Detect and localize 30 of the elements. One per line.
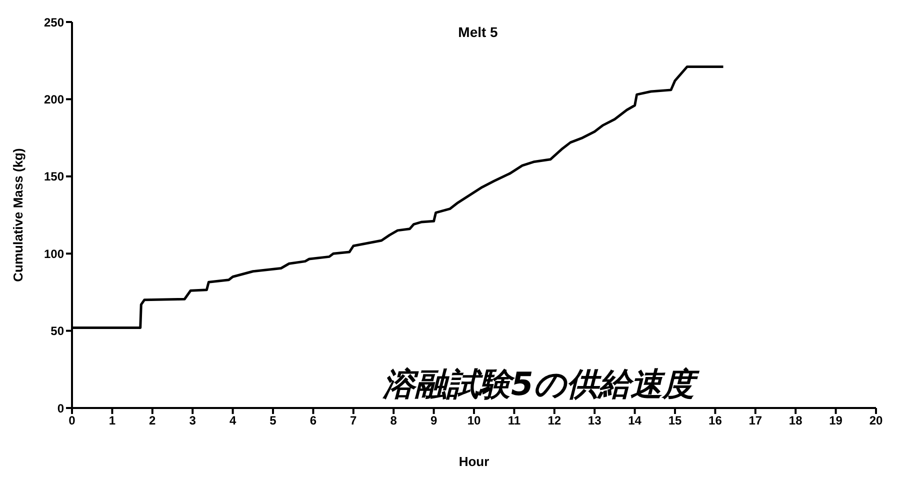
y-tick-label: 100 xyxy=(44,246,64,261)
y-tick-label: 250 xyxy=(44,15,64,30)
x-tick-label: 5 xyxy=(270,414,277,428)
x-tick-label: 16 xyxy=(708,414,722,428)
x-axis-title: Hour xyxy=(458,454,490,469)
x-tick-label: 19 xyxy=(829,414,843,428)
x-tick-label: 13 xyxy=(588,414,602,428)
chart-title: Melt 5 xyxy=(458,24,498,40)
x-tick-label: 3 xyxy=(189,414,196,428)
y-tick-label: 50 xyxy=(50,324,64,338)
x-tick-label: 18 xyxy=(788,414,803,428)
x-tick-label: 14 xyxy=(628,414,642,428)
x-tick-label: 10 xyxy=(467,414,481,428)
y-axis-title: Cumulative Mass (kg) xyxy=(10,148,26,282)
x-tick-label: 11 xyxy=(508,414,521,428)
x-tick-label: 2 xyxy=(149,414,156,428)
y-tick-label: 0 xyxy=(57,401,64,416)
x-tick-label: 20 xyxy=(869,414,883,428)
x-tick-label: 4 xyxy=(229,414,236,428)
x-tick-label: 7 xyxy=(350,414,358,428)
x-tick-label: 17 xyxy=(748,414,762,428)
x-tick-label: 12 xyxy=(548,414,562,428)
x-tick-label: 0 xyxy=(68,414,76,428)
x-tick-label: 9 xyxy=(430,414,438,428)
y-tick-label: 200 xyxy=(44,92,64,106)
x-tick-label: 8 xyxy=(390,414,398,428)
x-tick-label: 6 xyxy=(310,414,317,428)
x-tick-label: 15 xyxy=(668,414,682,428)
x-tick-label: 1 xyxy=(108,414,116,428)
y-tick-label: 150 xyxy=(44,170,64,184)
